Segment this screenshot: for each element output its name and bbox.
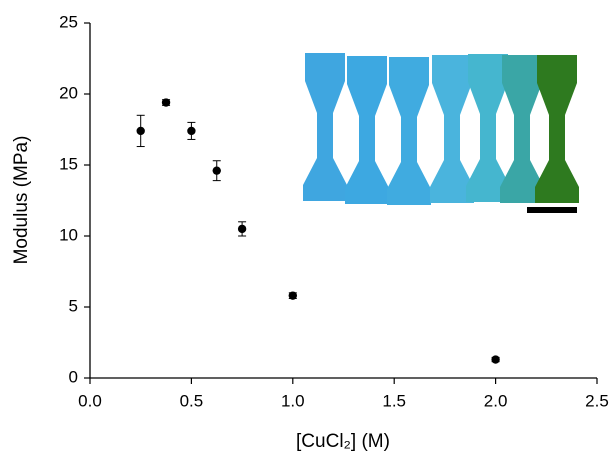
specimen xyxy=(430,55,474,203)
y-tick-label: 20 xyxy=(59,83,78,102)
x-tick-label: 2.5 xyxy=(585,391,609,410)
inset-photo xyxy=(303,53,579,213)
y-tick-label: 25 xyxy=(59,12,78,31)
data-point xyxy=(161,98,171,107)
specimen xyxy=(387,57,431,205)
x-tick-label: 1.0 xyxy=(281,391,305,410)
x-tick-label: 2.0 xyxy=(484,391,508,410)
specimen xyxy=(303,53,347,201)
y-axis-title: Modulus (MPa) xyxy=(11,136,32,265)
specimen xyxy=(345,56,389,204)
data-point xyxy=(491,355,500,364)
y-tick-label: 15 xyxy=(59,154,78,173)
data-point xyxy=(187,126,196,136)
data-point xyxy=(136,126,145,136)
y-tick-label: 0 xyxy=(69,367,78,386)
x-tick-label: 0.5 xyxy=(180,391,204,410)
data-point xyxy=(237,224,247,234)
x-tick-label: 1.5 xyxy=(382,391,406,410)
x-tick-label: 0.0 xyxy=(78,391,102,410)
x-axis-title: [CuCl₂] (M) xyxy=(296,431,390,452)
y-tick-label: 10 xyxy=(59,225,78,244)
data-point xyxy=(288,291,297,300)
specimen xyxy=(535,55,579,203)
scale-bar xyxy=(527,207,577,213)
data-point xyxy=(212,166,221,175)
y-tick-label: 5 xyxy=(69,296,78,315)
